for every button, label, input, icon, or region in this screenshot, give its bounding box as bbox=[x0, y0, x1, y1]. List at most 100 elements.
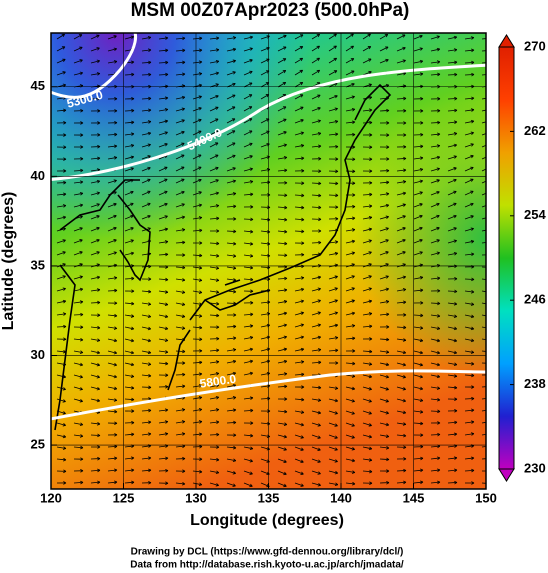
stream-arrow bbox=[147, 202, 151, 207]
streamline bbox=[481, 290, 486, 293]
stream-arrow bbox=[131, 96, 135, 101]
streamline bbox=[345, 422, 355, 427]
stream-arrow bbox=[436, 167, 440, 171]
stream-arrow bbox=[249, 155, 253, 159]
streamline bbox=[362, 240, 372, 244]
streamline bbox=[124, 457, 134, 460]
streamline bbox=[396, 227, 406, 232]
streamline bbox=[413, 481, 423, 484]
stream-arrow bbox=[317, 311, 321, 315]
streamline bbox=[192, 433, 202, 436]
stream-arrow bbox=[80, 457, 84, 461]
stream-arrow bbox=[300, 299, 304, 304]
streamline bbox=[311, 206, 322, 209]
stream-arrow bbox=[403, 156, 407, 161]
stream-arrow bbox=[147, 166, 151, 171]
stream-arrow bbox=[368, 251, 372, 255]
streamline bbox=[345, 434, 355, 439]
stream-arrow bbox=[299, 94, 304, 98]
stream-arrow bbox=[232, 254, 237, 258]
streamline bbox=[311, 33, 320, 40]
stream-arrow bbox=[487, 143, 490, 146]
stream-arrow bbox=[436, 47, 441, 52]
stream-arrow bbox=[419, 203, 423, 207]
stream-arrow bbox=[317, 275, 322, 280]
stream-arrow bbox=[97, 313, 101, 317]
streamline bbox=[464, 362, 474, 365]
streamline bbox=[141, 265, 152, 268]
stream-arrow bbox=[350, 58, 355, 62]
stream-arrow bbox=[215, 166, 219, 171]
streamline bbox=[294, 373, 305, 376]
streamline bbox=[413, 191, 423, 196]
stream-arrow bbox=[63, 469, 67, 474]
stream-arrow bbox=[318, 360, 322, 365]
streamline bbox=[226, 94, 236, 100]
streamline bbox=[294, 144, 304, 148]
streamline bbox=[430, 73, 441, 76]
stream-arrow bbox=[181, 119, 185, 123]
stream-arrow bbox=[96, 288, 101, 292]
stream-arrow bbox=[232, 192, 237, 196]
streamline bbox=[481, 109, 486, 112]
streamline bbox=[243, 242, 253, 245]
stream-arrow bbox=[301, 385, 305, 389]
stream-arrow bbox=[454, 289, 458, 294]
stream-arrow bbox=[249, 459, 253, 463]
stream-arrow bbox=[334, 423, 338, 427]
streamline bbox=[430, 48, 440, 52]
stream-arrow bbox=[216, 457, 220, 462]
streamline bbox=[141, 314, 151, 318]
streamline bbox=[277, 144, 287, 148]
streamline bbox=[141, 49, 151, 52]
stream-arrow bbox=[181, 420, 186, 424]
streamline bbox=[294, 361, 304, 364]
streamline bbox=[175, 374, 186, 376]
stream-arrow bbox=[164, 302, 169, 306]
stream-arrow bbox=[96, 251, 100, 255]
streamline bbox=[226, 337, 236, 340]
streamline bbox=[107, 145, 117, 148]
stream-arrow bbox=[181, 107, 185, 111]
stream-arrow bbox=[130, 386, 135, 390]
stream-arrow bbox=[198, 60, 203, 64]
streamline bbox=[158, 166, 168, 172]
stream-arrow bbox=[453, 302, 458, 306]
streamline bbox=[107, 338, 117, 342]
stream-arrow bbox=[453, 167, 457, 171]
stream-arrow bbox=[420, 109, 424, 113]
stream-arrow bbox=[385, 203, 390, 208]
streamline bbox=[260, 35, 270, 40]
stream-arrow bbox=[369, 169, 373, 173]
streamline bbox=[175, 178, 185, 184]
stream-arrow bbox=[61, 33, 65, 38]
streamline bbox=[90, 386, 100, 390]
streamline bbox=[464, 433, 474, 436]
streamline bbox=[243, 155, 253, 160]
streamline bbox=[175, 302, 185, 306]
streamline bbox=[481, 242, 486, 244]
stream-arrow bbox=[97, 156, 101, 161]
stream-arrow bbox=[165, 60, 169, 65]
streamline bbox=[175, 433, 185, 436]
streamline bbox=[73, 301, 83, 304]
stream-arrow bbox=[198, 290, 203, 294]
streamline bbox=[430, 122, 441, 124]
stream-arrow bbox=[488, 120, 491, 123]
streamline bbox=[124, 481, 135, 484]
streamline bbox=[277, 336, 287, 340]
streamline bbox=[175, 241, 186, 244]
streamline bbox=[464, 49, 474, 52]
stream-arrow bbox=[453, 190, 457, 195]
streamline bbox=[175, 216, 185, 220]
streamline bbox=[226, 193, 236, 196]
stream-arrow bbox=[419, 47, 423, 51]
streamline bbox=[107, 48, 117, 52]
streamline bbox=[141, 61, 152, 64]
stream-arrow bbox=[80, 337, 84, 342]
streamline bbox=[464, 469, 475, 472]
streamline bbox=[413, 350, 423, 354]
stream-arrow bbox=[147, 456, 152, 460]
stream-arrow bbox=[79, 275, 83, 279]
streamline bbox=[379, 398, 389, 402]
